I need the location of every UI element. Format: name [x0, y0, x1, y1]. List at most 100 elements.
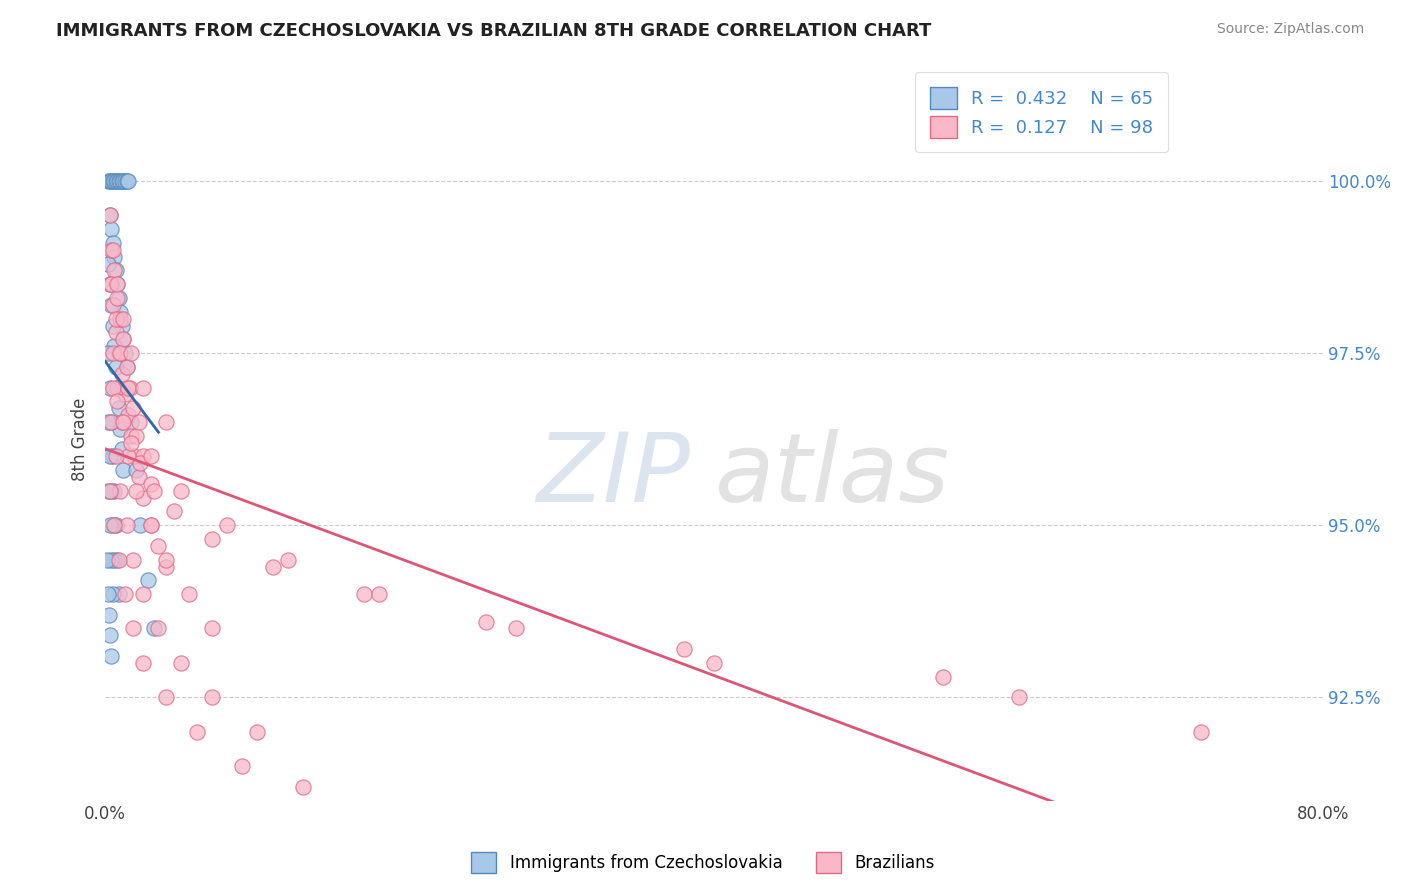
- Point: [100, 277, 122, 292]
- Point: [353, 587, 375, 601]
- Point: [139, 476, 162, 491]
- Point: [101, 243, 124, 257]
- Point: [117, 380, 139, 394]
- Point: [475, 615, 498, 629]
- Point: [104, 518, 127, 533]
- Point: [201, 622, 224, 636]
- Point: [104, 311, 127, 326]
- Point: [132, 656, 155, 670]
- Point: [98, 277, 121, 292]
- Point: [103, 483, 125, 498]
- Point: [100, 415, 122, 429]
- Point: [120, 415, 142, 429]
- Point: [115, 359, 138, 374]
- Point: [132, 380, 155, 394]
- Point: [139, 518, 162, 533]
- Point: [101, 298, 124, 312]
- Point: [98, 277, 121, 292]
- Point: [101, 450, 124, 464]
- Point: [111, 318, 134, 333]
- Point: [129, 456, 152, 470]
- Point: [108, 346, 131, 360]
- Point: [128, 415, 150, 429]
- Point: [142, 622, 165, 636]
- Point: [101, 318, 124, 333]
- Point: [103, 339, 125, 353]
- Legend: R =  0.432    N = 65, R =  0.127    N = 98: R = 0.432 N = 65, R = 0.127 N = 98: [915, 72, 1168, 153]
- Point: [101, 380, 124, 394]
- Point: [97, 415, 120, 429]
- Point: [103, 518, 125, 533]
- Point: [111, 174, 134, 188]
- Point: [111, 442, 134, 457]
- Point: [132, 587, 155, 601]
- Point: [105, 394, 128, 409]
- Point: [100, 552, 122, 566]
- Point: [703, 656, 725, 670]
- Point: [142, 483, 165, 498]
- Point: [97, 174, 120, 188]
- Point: [101, 587, 124, 601]
- Point: [111, 367, 134, 381]
- Point: [105, 380, 128, 394]
- Point: [177, 587, 200, 601]
- Point: [104, 174, 127, 188]
- Point: [101, 235, 124, 250]
- Point: [112, 415, 135, 429]
- Point: [155, 552, 177, 566]
- Point: [98, 518, 121, 533]
- Point: [115, 359, 138, 374]
- Point: [97, 483, 120, 498]
- Point: [98, 628, 121, 642]
- Point: [105, 277, 128, 292]
- Point: [100, 222, 122, 236]
- Point: [368, 587, 391, 601]
- Point: [98, 380, 121, 394]
- Point: [112, 463, 135, 477]
- Point: [115, 518, 138, 533]
- Point: [112, 332, 135, 346]
- Point: [139, 450, 162, 464]
- Point: [104, 263, 127, 277]
- Point: [277, 552, 299, 566]
- Point: [148, 622, 170, 636]
- Point: [117, 174, 139, 188]
- Point: [108, 174, 131, 188]
- Point: [931, 670, 953, 684]
- Point: [97, 256, 120, 270]
- Point: [122, 450, 145, 464]
- Point: [292, 780, 315, 794]
- Point: [103, 174, 125, 188]
- Point: [100, 298, 122, 312]
- Point: [100, 648, 122, 663]
- Point: [124, 483, 146, 498]
- Point: [124, 428, 146, 442]
- Point: [128, 470, 150, 484]
- Point: [98, 174, 121, 188]
- Point: [108, 587, 131, 601]
- Point: [170, 656, 193, 670]
- Point: [186, 724, 208, 739]
- Point: [103, 552, 125, 566]
- Point: [108, 552, 131, 566]
- Point: [110, 311, 132, 326]
- Point: [139, 518, 162, 533]
- Point: [97, 346, 120, 360]
- Point: [98, 208, 121, 222]
- Text: Source: ZipAtlas.com: Source: ZipAtlas.com: [1216, 22, 1364, 37]
- Point: [110, 422, 132, 436]
- Point: [246, 724, 269, 739]
- Point: [215, 518, 238, 533]
- Point: [110, 346, 132, 360]
- Point: [105, 291, 128, 305]
- Point: [121, 622, 143, 636]
- Point: [101, 174, 124, 188]
- Point: [118, 380, 141, 394]
- Point: [101, 518, 124, 533]
- Point: [121, 552, 143, 566]
- Point: [103, 250, 125, 264]
- Point: [112, 332, 135, 346]
- Point: [98, 607, 121, 622]
- Point: [124, 463, 146, 477]
- Point: [108, 291, 131, 305]
